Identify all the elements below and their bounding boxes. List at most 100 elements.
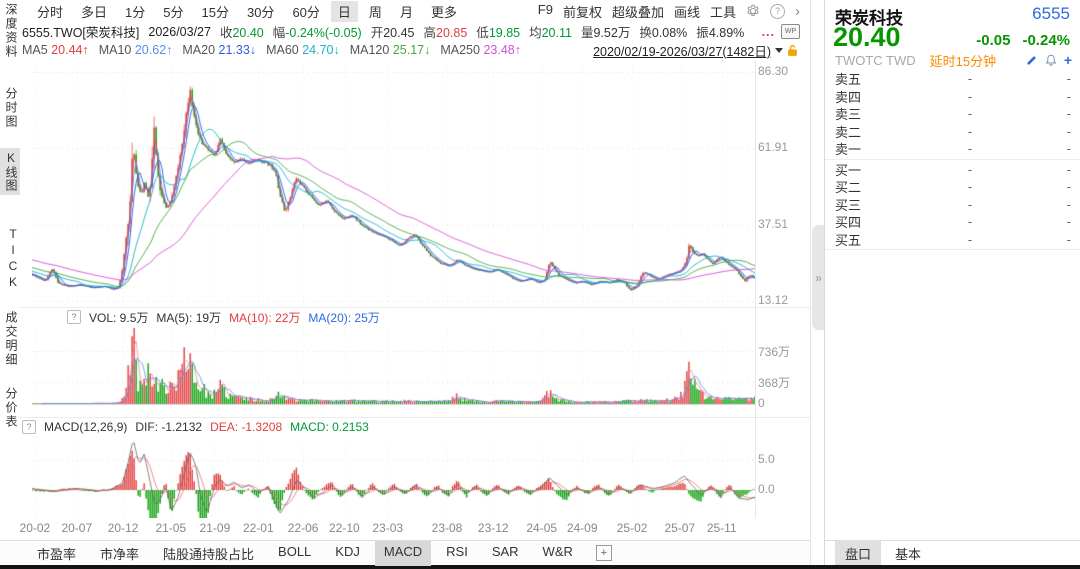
period-tab[interactable]: 多日 — [81, 4, 108, 20]
sidebar-tab[interactable]: 分时图 — [4, 87, 18, 129]
indicator-tab[interactable]: W&R — [542, 543, 573, 559]
help-icon[interactable]: ? — [770, 3, 785, 19]
quote-field: 量9.52万 — [580, 26, 631, 40]
indicator-tab[interactable]: 市盈率 — [37, 546, 77, 562]
caret-down-icon[interactable] — [775, 48, 783, 57]
collapse-handle[interactable]: » — [812, 225, 825, 330]
quote-panel-tab[interactable]: 基本 — [895, 546, 922, 562]
ma-value: MA20 21.33↓ — [182, 43, 257, 57]
period-tab[interactable]: 日 — [330, 0, 358, 22]
plot-right-border — [755, 60, 756, 518]
volume-chart[interactable] — [32, 327, 755, 409]
buy-row[interactable]: 买二 - - — [835, 179, 1071, 196]
toolbar-tools: F9 前复权 超级叠加 画线 工具 — [538, 2, 736, 21]
sell-row[interactable]: 卖三 - - — [835, 106, 1071, 123]
tool-item[interactable]: 前复权 — [562, 4, 602, 20]
indicator-tab[interactable]: RSI — [446, 543, 468, 559]
pane-divider — [20, 307, 810, 308]
volume-help-icon[interactable]: ? — [67, 310, 81, 324]
quote-info-row: 6555.TWO[荣炭科技] 2026/03/27 收20.40 幅-0.24%(… — [20, 22, 810, 41]
gear-icon[interactable] — [746, 4, 760, 18]
period-tab[interactable]: 月 — [399, 4, 413, 20]
macd-chart[interactable] — [32, 437, 755, 518]
price-axis-label: 37.51 — [758, 217, 789, 231]
chart-area: 分时 多日 1分 5分 15分 30分 60分日周 月 更多 F9 前复权 超级叠加 画线 工具 ? ›… — [20, 0, 810, 569]
tool-item[interactable]: F9 — [537, 1, 553, 17]
sell-row[interactable]: 卖五 - - — [835, 71, 1071, 88]
symbol-label: 6555.TWO[荣炭科技] — [22, 26, 140, 40]
x-axis-label: 23-12 — [477, 521, 509, 535]
period-tab[interactable]: 60分 — [292, 4, 320, 20]
macd-header: ? MACD(12,26,9) DIF: -1.2132 DEA: -1.3208 M… — [22, 418, 369, 436]
add-watchlist-icon[interactable]: + — [1063, 52, 1072, 68]
more-indicator[interactable]: ... — [761, 24, 775, 39]
period-tab[interactable]: 更多 — [430, 4, 457, 20]
sell-row[interactable]: 卖四 - - — [835, 88, 1071, 105]
indicator-tab[interactable]: SAR — [491, 543, 519, 559]
volume-axis-label: 368万 — [758, 376, 791, 390]
quote-date: 2026/03/27 — [148, 24, 211, 39]
sell-row[interactable]: 卖一 - - — [835, 141, 1071, 158]
orderbook-divider — [825, 249, 1080, 250]
tool-item[interactable]: 画线 — [673, 4, 700, 20]
period-tab[interactable]: 30分 — [246, 4, 275, 20]
lock-icon[interactable] — [787, 44, 798, 57]
x-axis-label: 22-06 — [287, 521, 319, 535]
indicator-tab-bar: 市盈率 市净率 陆股通持股占比 BOLL KDJ MACD RSI SAR W&R + — [0, 540, 810, 566]
tool-item[interactable]: 超级叠加 — [611, 4, 664, 20]
x-axis-label: 22-10 — [328, 521, 360, 535]
macd-stat: DIF: -1.2132 — [135, 420, 203, 434]
pane-divider — [20, 417, 810, 418]
order-book: 卖五 - - 卖四 - - 卖三 - - 卖二 - - 卖一 - - 买一 - - 买二 - - 买三 - - 买四 - - 买五 -… — [825, 70, 1080, 251]
quote-field: 振4.89% — [696, 26, 745, 40]
period-tab[interactable]: 1分 — [125, 4, 146, 20]
sidebar-tab[interactable]: 分价表 — [4, 387, 18, 429]
indicator-tab[interactable]: MACD — [374, 540, 432, 566]
x-axis-label: 24-05 — [526, 521, 558, 535]
x-axis-label: 23-08 — [431, 521, 463, 535]
wp-badge-icon[interactable]: WP — [781, 24, 800, 39]
x-axis-label: 23-03 — [372, 521, 404, 535]
volume-header: ? VOL: 9.5万 MA(5): 19万 MA(10): 22万 MA(20): … — [67, 308, 380, 326]
quote-field: 开20.45 — [370, 26, 415, 40]
quote-field: 收20.40 — [219, 26, 264, 40]
macd-help-icon[interactable]: ? — [22, 420, 36, 434]
sidebar-tab[interactable]: TICK — [6, 227, 20, 291]
quote-field: 高20.85 — [423, 26, 468, 40]
volume-stat: MA(10): 22万 — [229, 310, 301, 325]
panel-collapse-strip: » — [810, 0, 825, 569]
add-indicator-button[interactable]: + — [595, 545, 612, 561]
sidebar-tab[interactable]: 深度资料 — [4, 3, 18, 59]
indicator-tab[interactable]: BOLL — [278, 543, 312, 559]
sidebar-tab[interactable]: 成交明细 — [4, 311, 18, 367]
quote-field: 幅-0.24%(-0.05) — [272, 26, 362, 40]
chevron-right-icon[interactable]: › — [795, 2, 800, 20]
buy-row[interactable]: 买四 - - — [835, 214, 1071, 231]
period-tab[interactable]: 周 — [368, 4, 382, 20]
period-tab[interactable]: 分时 — [37, 4, 64, 20]
stock-code[interactable]: 6555 — [1032, 4, 1070, 23]
sidebar-tab[interactable]: K线图 — [0, 148, 20, 195]
x-axis-label: 20-12 — [107, 521, 139, 535]
buy-row[interactable]: 买五 - - — [835, 231, 1071, 248]
indicator-tab[interactable]: KDJ — [335, 543, 360, 559]
indicator-tab[interactable]: 市净率 — [100, 546, 140, 562]
date-range-link[interactable]: 2020/02/19-2026/03/27(1482日) — [593, 44, 771, 59]
alert-bell-icon[interactable] — [1045, 54, 1057, 66]
sell-row[interactable]: 卖二 - - — [835, 123, 1071, 140]
ma-value: MA250 23.48↑ — [440, 43, 521, 57]
x-axis-label: 21-05 — [155, 521, 187, 535]
indicator-tab[interactable]: 陆股通持股占比 — [163, 546, 255, 562]
period-tab[interactable]: 15分 — [201, 4, 229, 20]
ma-value: MA60 24.70↓ — [266, 43, 340, 57]
quote-panel-tabs: 盘口 基本 — [825, 540, 1080, 566]
candlestick-chart[interactable] — [32, 60, 755, 306]
period-tab[interactable]: 5分 — [163, 4, 184, 20]
quote-panel-tab[interactable]: 盘口 — [835, 540, 882, 566]
edit-icon[interactable] — [1026, 54, 1038, 66]
change-value: -0.05 — [976, 32, 1011, 49]
last-price: 20.40 — [833, 22, 901, 52]
buy-row[interactable]: 买一 - - — [835, 161, 1071, 178]
buy-row[interactable]: 买三 - - — [835, 196, 1071, 213]
tool-item[interactable]: 工具 — [709, 4, 736, 20]
